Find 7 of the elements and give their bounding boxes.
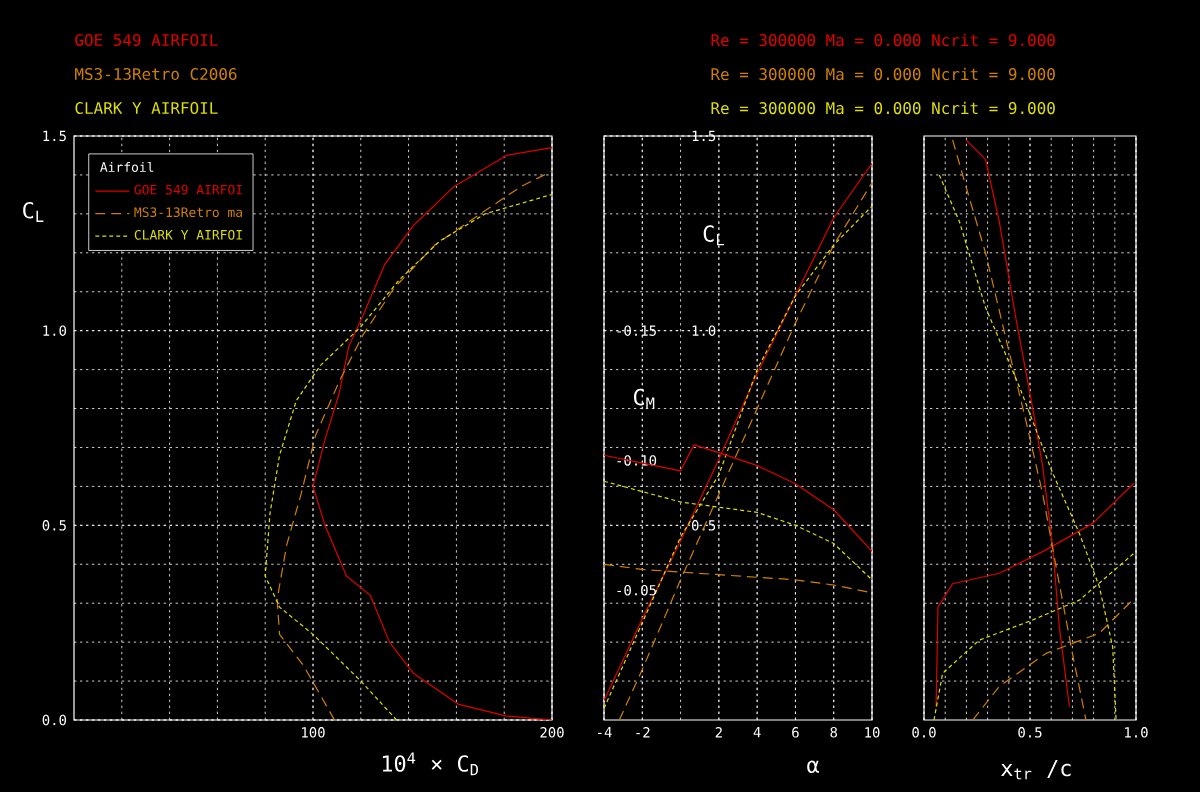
x-axis-title: x$_{tr}$ /c xyxy=(1001,760,1071,780)
y-axis-title: C$_{L}$ xyxy=(703,225,724,246)
line-series xyxy=(312,147,553,720)
y-axis-title: C$_{L}$ xyxy=(23,201,44,222)
x-axis-title: α xyxy=(807,760,819,774)
x-axis-title: 10$^{4}$ × C$_{D}$ xyxy=(382,752,478,776)
y2-axis-title: C$_{M}$ xyxy=(633,388,655,409)
